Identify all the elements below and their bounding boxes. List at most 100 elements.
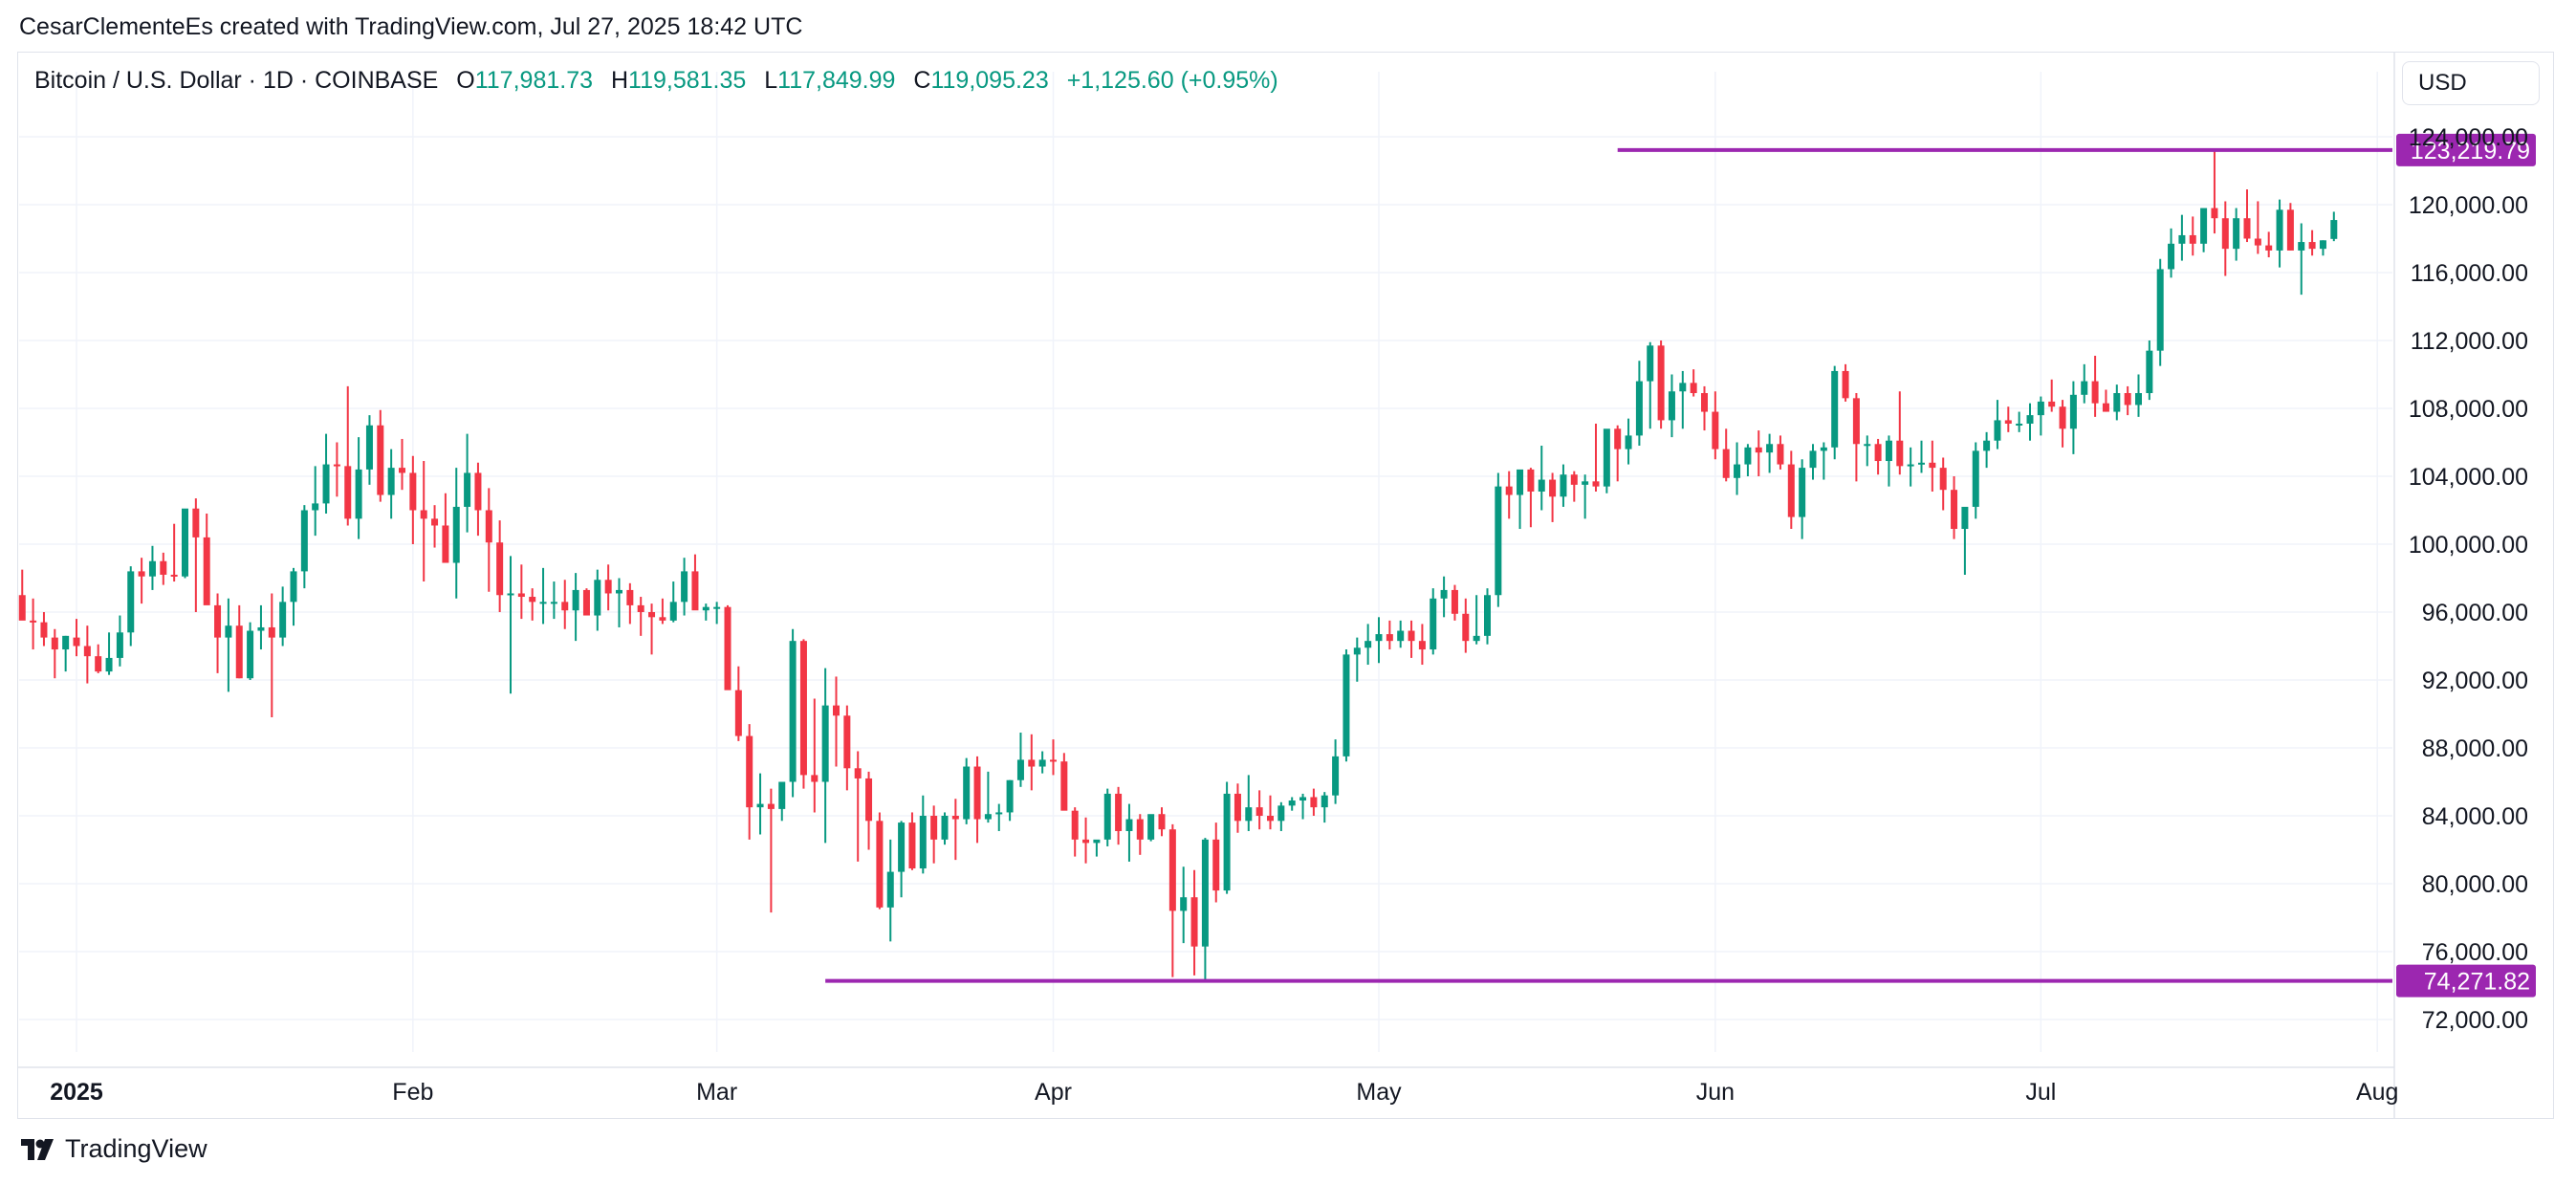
- candle-body: [203, 537, 210, 605]
- candle-body: [1961, 506, 1969, 530]
- candle: [886, 839, 894, 942]
- candle: [2016, 411, 2023, 432]
- candle: [1929, 440, 1936, 492]
- candle-body: [1647, 345, 1654, 382]
- candle: [279, 586, 287, 647]
- candle: [898, 821, 906, 898]
- candle: [344, 385, 352, 526]
- candle: [1560, 464, 1567, 507]
- candle-body: [1527, 469, 1535, 492]
- candle-body: [582, 589, 590, 616]
- candle-body: [2298, 242, 2305, 251]
- candle-body: [886, 871, 894, 908]
- candle: [1060, 753, 1068, 811]
- candle: [1233, 783, 1241, 833]
- price-tick-label: 84,000.00: [2422, 803, 2528, 830]
- candle-body: [1939, 468, 1947, 491]
- level-price-label: 123,219.79: [2411, 138, 2530, 164]
- candle: [290, 567, 297, 626]
- candle: [51, 628, 58, 679]
- candle-body: [2048, 401, 2056, 407]
- candle: [2156, 258, 2164, 366]
- time-tick-label: May: [1356, 1079, 1402, 1106]
- price-tick-label: 108,000.00: [2409, 396, 2528, 423]
- candle: [2254, 201, 2261, 254]
- candle-body: [1136, 819, 1144, 840]
- candle-body: [2168, 243, 2175, 270]
- candle-body: [1766, 444, 1774, 453]
- candle: [637, 597, 644, 636]
- candle: [127, 566, 135, 647]
- time-tick-label: Aug: [2356, 1079, 2398, 1106]
- candle: [1961, 506, 1969, 575]
- candle: [257, 604, 265, 650]
- candle-body: [95, 656, 102, 672]
- candle: [18, 569, 26, 621]
- candle: [1809, 444, 1817, 480]
- candle: [1939, 457, 1947, 511]
- candlestick-series: [18, 149, 2338, 981]
- candle: [1679, 370, 1687, 429]
- candle-body: [919, 816, 927, 869]
- candle: [1050, 739, 1057, 776]
- candle-body: [1006, 779, 1014, 813]
- candle: [203, 514, 210, 605]
- candle: [1168, 823, 1176, 977]
- candle: [148, 545, 156, 590]
- candle-body: [1635, 381, 1643, 436]
- candle-body: [594, 580, 601, 616]
- candle: [919, 795, 927, 874]
- candle-body: [1016, 759, 1024, 780]
- candle: [1744, 444, 1752, 476]
- candle-body: [268, 626, 275, 638]
- candle: [1831, 365, 1839, 460]
- candle: [1006, 779, 1014, 822]
- horizontal-levels: 123,219.79 74,271.82: [825, 133, 2536, 998]
- candle-body: [1190, 897, 1198, 947]
- candle-body: [279, 602, 287, 638]
- candle-body: [40, 622, 48, 638]
- candle: [561, 580, 569, 629]
- tradingview-brand[interactable]: TradingView: [19, 1134, 207, 1164]
- candle: [1852, 393, 1860, 482]
- candle: [1299, 793, 1307, 820]
- symbol-title[interactable]: Bitcoin / U.S. Dollar · 1D · COINBASE: [34, 67, 439, 94]
- candle: [963, 757, 971, 824]
- candle: [235, 604, 243, 679]
- currency-selector[interactable]: USD: [2402, 61, 2540, 105]
- candle-body: [1918, 462, 1925, 465]
- candle-body: [691, 571, 699, 611]
- candle-body: [1907, 464, 1914, 467]
- candle: [1864, 435, 1871, 467]
- candle: [2265, 231, 2273, 258]
- candle: [116, 615, 123, 667]
- candle-body: [214, 604, 222, 638]
- candle-body: [1050, 759, 1057, 762]
- candle-body: [182, 508, 188, 577]
- candle-body: [1201, 839, 1209, 947]
- candle-body: [2156, 269, 2164, 351]
- candle: [2243, 189, 2251, 243]
- candle-body: [930, 816, 938, 840]
- candle: [799, 639, 807, 789]
- candle: [2069, 381, 2077, 454]
- candle-body: [529, 597, 536, 603]
- candle: [322, 433, 330, 515]
- candle-body: [290, 571, 297, 603]
- candle-body: [83, 646, 91, 657]
- candle-body: [507, 593, 514, 596]
- candle-body: [355, 469, 362, 519]
- candle-body: [1082, 839, 1090, 844]
- candle: [30, 598, 37, 650]
- candle: [865, 771, 873, 850]
- candle-body: [1430, 598, 1437, 650]
- candle-body: [876, 821, 884, 908]
- candle-body: [1582, 481, 1589, 485]
- candle-body: [941, 816, 949, 840]
- candle-body: [1712, 411, 1719, 449]
- candle-body: [1994, 420, 2001, 441]
- candle: [452, 468, 460, 599]
- candle: [1397, 620, 1405, 648]
- candle-body: [2037, 401, 2044, 416]
